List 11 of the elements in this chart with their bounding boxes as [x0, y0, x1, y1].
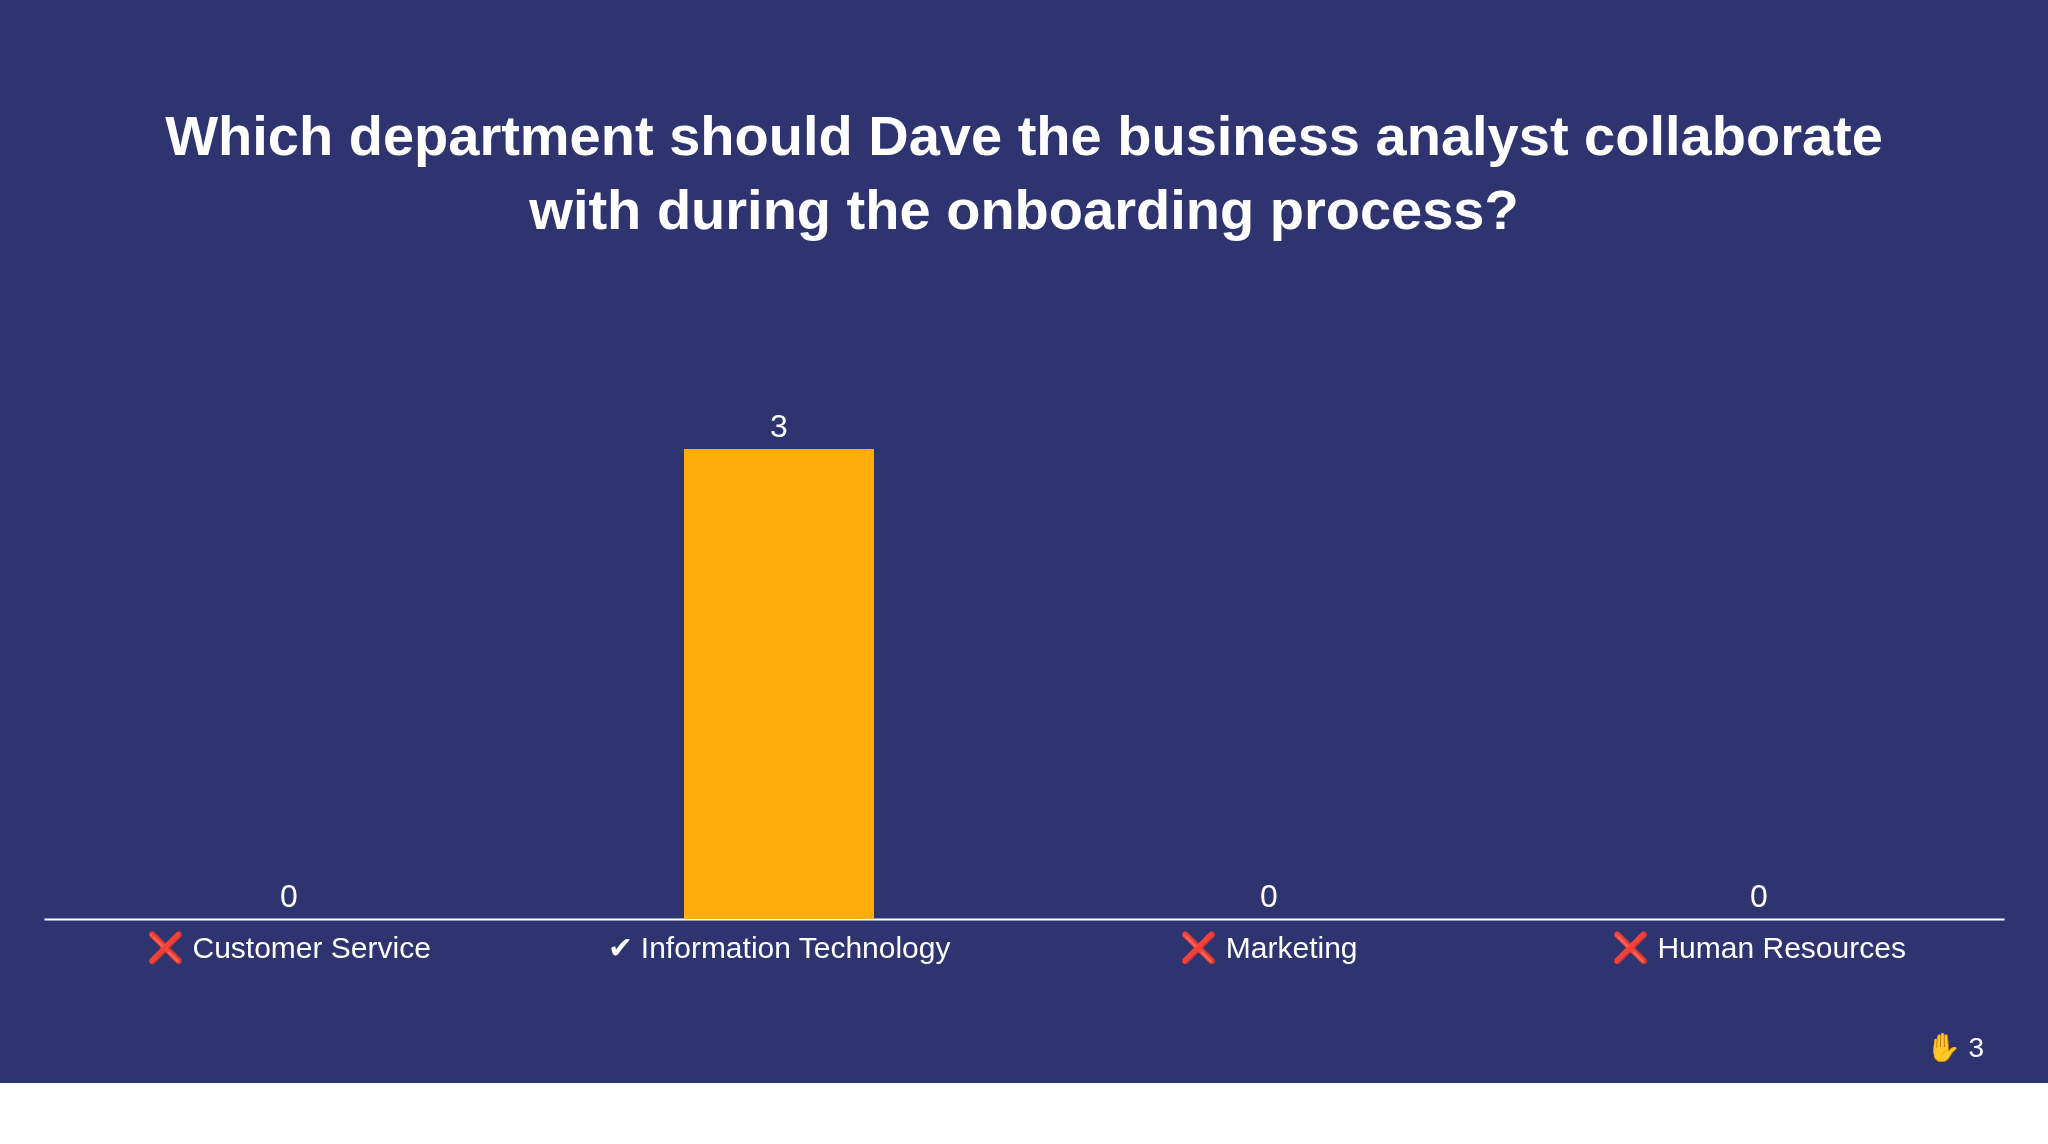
- data-label: 0: [1750, 878, 1768, 914]
- x-tick-label: ✔ Information Technology: [607, 930, 951, 964]
- data-label: 0: [1260, 878, 1278, 914]
- data-label: 0: [280, 878, 298, 914]
- x-tick-label: ❌ Human Resources: [1612, 929, 1906, 966]
- text: Which department should Dave the business analyst collaborate: [165, 104, 1883, 167]
- text: ✋ 3: [1925, 1031, 1984, 1063]
- text: with during the onboarding process?: [529, 178, 1519, 241]
- x-tick-label: ❌ Customer Service: [147, 929, 431, 966]
- x-tick-label: ❌ Marketing: [1180, 929, 1358, 966]
- data-label: 3: [770, 408, 788, 444]
